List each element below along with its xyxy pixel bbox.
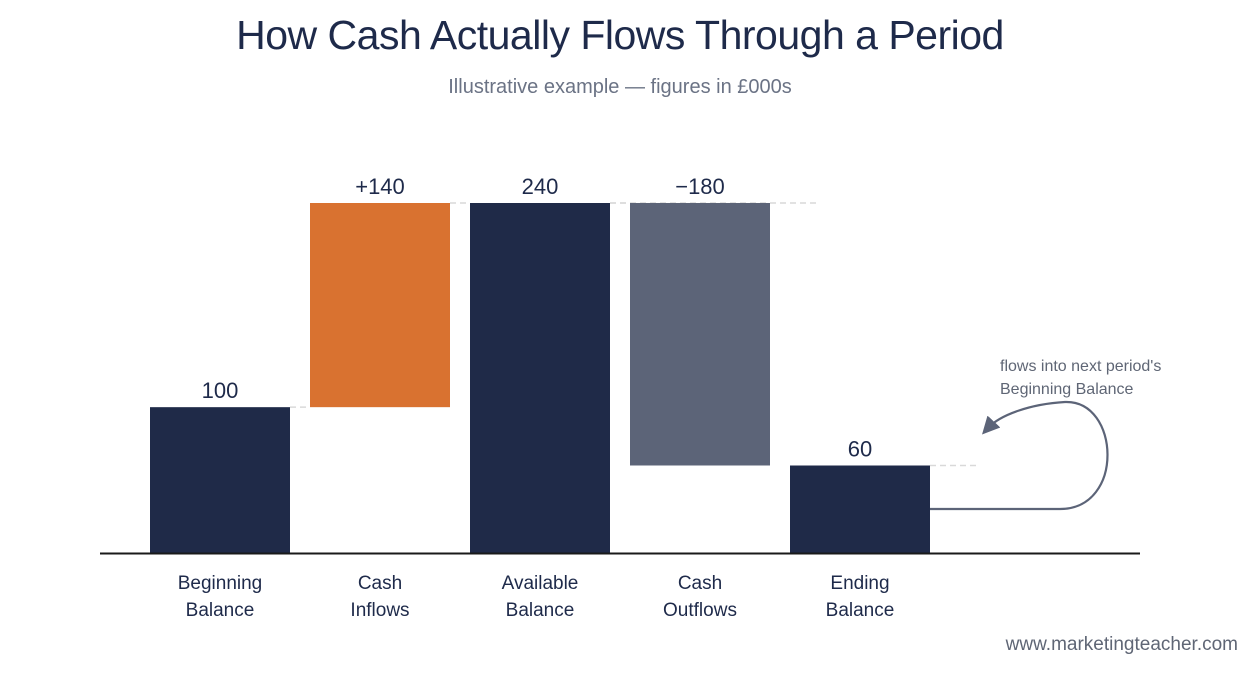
chart-title: How Cash Actually Flows Through a Period bbox=[236, 12, 1004, 58]
annotation-text-line-1: flows into next period's bbox=[1000, 358, 1161, 375]
data-label-3: 240 bbox=[522, 174, 559, 199]
category-label-3-line-1: Available bbox=[502, 573, 579, 594]
source-credit: www.marketingteacher.com bbox=[1005, 634, 1238, 655]
annotation-text-line-2: Beginning Balance bbox=[1000, 381, 1134, 398]
data-label-1: 100 bbox=[202, 378, 239, 403]
chart-subtitle: Illustrative example — figures in £000s bbox=[448, 76, 792, 98]
category-label-4-line-2: Outflows bbox=[663, 600, 737, 621]
bar-2 bbox=[310, 203, 450, 408]
category-label-5-line-1: Ending bbox=[830, 573, 889, 594]
carry-forward-arrow bbox=[930, 400, 1109, 511]
data-label-5: 60 bbox=[848, 437, 872, 462]
category-label-3-line-2: Balance bbox=[506, 600, 575, 621]
category-label-2-line-2: Inflows bbox=[350, 600, 409, 621]
category-label-1-line-1: Beginning bbox=[178, 573, 263, 594]
bar-5 bbox=[790, 465, 930, 553]
category-label-1-line-2: Balance bbox=[186, 600, 255, 621]
data-label-4: −180 bbox=[675, 174, 725, 199]
bar-4 bbox=[630, 203, 770, 466]
bar-1 bbox=[150, 407, 290, 553]
category-label-5-line-2: Balance bbox=[826, 600, 895, 621]
bar-3 bbox=[470, 203, 610, 553]
category-label-2-line-1: Cash bbox=[358, 573, 402, 594]
category-label-4-line-1: Cash bbox=[678, 573, 722, 594]
data-label-2: +140 bbox=[355, 174, 405, 199]
